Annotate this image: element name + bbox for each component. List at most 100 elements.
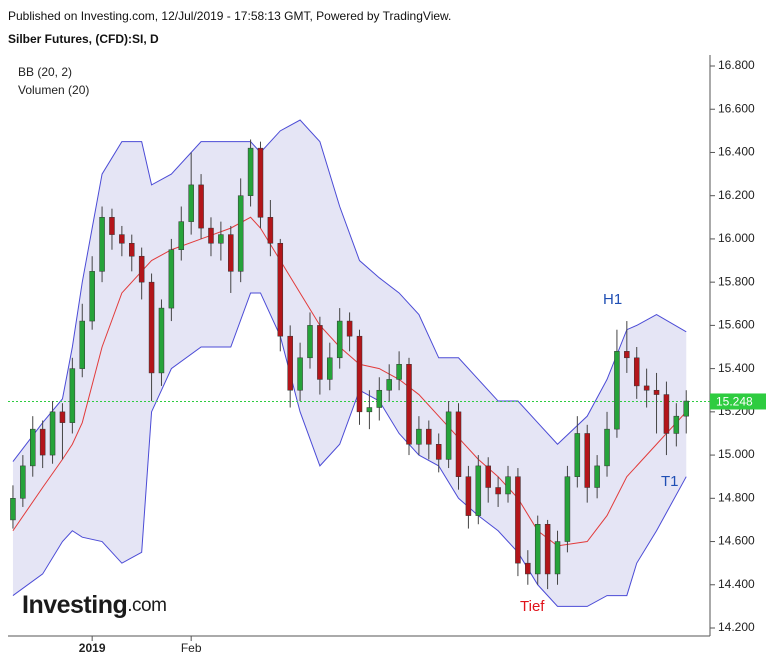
candle-body xyxy=(178,221,185,250)
candle-body xyxy=(30,428,36,467)
candle-body xyxy=(406,364,412,445)
candle-body xyxy=(218,234,224,244)
candle-body xyxy=(594,465,600,488)
candle-body xyxy=(228,234,234,272)
candle-body xyxy=(426,428,432,445)
candle-body xyxy=(475,465,482,516)
candle-body xyxy=(237,195,244,272)
published-note: Published on Investing.com, 12/Jul/2019 … xyxy=(8,9,451,23)
candle-body xyxy=(505,476,511,495)
candle-body xyxy=(525,562,531,575)
candle-body xyxy=(277,242,284,337)
y-tick-label: 14.600 xyxy=(718,534,755,548)
candle-body xyxy=(614,351,620,430)
indicator-label: BB (20, 2) xyxy=(18,65,72,79)
y-tick-label: 16.000 xyxy=(718,231,755,245)
candle-body xyxy=(138,255,145,283)
candle-body xyxy=(643,385,650,391)
candle-body xyxy=(445,411,452,460)
candle-body xyxy=(247,147,254,196)
x-tick-label: Feb xyxy=(181,641,202,655)
band-upper xyxy=(12,119,687,462)
y-tick-label: 15.600 xyxy=(718,318,755,332)
candle-body xyxy=(99,217,105,272)
candle-body xyxy=(465,476,472,516)
candle-body xyxy=(129,242,135,257)
candle-body xyxy=(69,368,76,423)
candle-body xyxy=(386,379,392,391)
band-lower xyxy=(12,292,687,607)
candle-body xyxy=(653,389,660,395)
candle-body xyxy=(485,465,491,488)
x-tick-label: 2019 xyxy=(79,641,106,655)
candle-body xyxy=(515,476,521,564)
y-tick-label: 15.800 xyxy=(718,274,755,288)
candle-body xyxy=(663,394,670,434)
candle-body xyxy=(257,147,264,218)
candle-body xyxy=(158,307,165,374)
candle-body xyxy=(564,476,571,542)
candle-body xyxy=(317,325,323,380)
candle-body xyxy=(119,234,125,244)
logo-name: Investing xyxy=(22,591,127,619)
candle-body xyxy=(604,428,610,467)
indicator-label: Volumen (20) xyxy=(18,83,89,97)
candle-body xyxy=(148,281,155,374)
candle-body xyxy=(366,407,373,413)
plot: H1 T1 Tief xyxy=(8,119,710,615)
candle-body xyxy=(20,465,26,499)
y-tick-label: 15.400 xyxy=(718,361,755,375)
last-price-box xyxy=(710,393,766,410)
candle-body xyxy=(544,523,551,575)
candle-body xyxy=(396,364,402,380)
y-tick-label: 14.200 xyxy=(718,620,755,634)
y-tick-label: 16.600 xyxy=(718,101,755,115)
logo: Investing.com xyxy=(22,591,166,619)
chart-title: Silber Futures, (CFD):SI, D xyxy=(8,32,159,46)
annotation: H1 xyxy=(603,291,622,308)
candle-body xyxy=(208,227,214,244)
candle-body xyxy=(673,415,680,434)
band-fill xyxy=(12,120,687,607)
candle-body xyxy=(198,184,204,229)
candle-body xyxy=(584,433,590,488)
candle-body xyxy=(346,320,353,337)
candle-body xyxy=(59,411,66,423)
y-tick-label: 15.000 xyxy=(718,447,755,461)
candle-body xyxy=(188,184,194,222)
candle-body xyxy=(495,487,501,495)
candle-body xyxy=(49,411,56,456)
candle-body xyxy=(633,357,640,387)
candle-body xyxy=(534,523,541,575)
last-price-label: 15.248 xyxy=(716,395,753,409)
candle-body xyxy=(336,320,343,359)
candle-body xyxy=(168,249,175,309)
candle-body xyxy=(554,541,561,575)
candle-body xyxy=(287,335,293,391)
y-tick-label: 16.200 xyxy=(718,188,755,202)
candle-body xyxy=(297,357,303,391)
candle-body xyxy=(79,320,86,369)
y-tick-label: 14.400 xyxy=(718,577,755,591)
y-tick-label: 16.400 xyxy=(718,145,755,159)
logo-suffix: .com xyxy=(127,595,166,616)
candle-body xyxy=(574,433,581,477)
candle-body xyxy=(376,389,383,408)
candle-body xyxy=(327,357,333,380)
candle-body xyxy=(307,325,313,359)
candle-body xyxy=(624,351,630,359)
candle-body xyxy=(10,498,16,521)
candle-body xyxy=(267,217,274,244)
candle-body xyxy=(109,217,115,235)
candle-body xyxy=(416,428,422,445)
candle-body xyxy=(39,428,46,456)
candle-body xyxy=(356,335,363,413)
candle-body xyxy=(435,444,442,460)
y-tick-label: 16.800 xyxy=(718,58,755,72)
annotation: T1 xyxy=(661,473,679,490)
candle-body xyxy=(455,411,462,477)
annotation: Tief xyxy=(520,598,545,615)
candle-body xyxy=(683,400,689,417)
candle-body xyxy=(89,271,95,322)
